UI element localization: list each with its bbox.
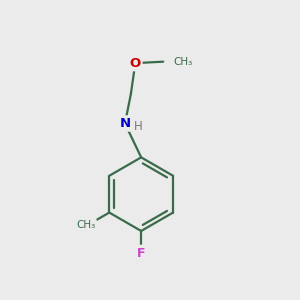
Text: N: N bbox=[119, 117, 130, 130]
Text: CH₃: CH₃ bbox=[174, 57, 193, 67]
Text: O: O bbox=[130, 57, 141, 70]
Text: H: H bbox=[134, 120, 142, 133]
Text: F: F bbox=[137, 247, 146, 260]
Text: CH₃: CH₃ bbox=[76, 220, 96, 230]
